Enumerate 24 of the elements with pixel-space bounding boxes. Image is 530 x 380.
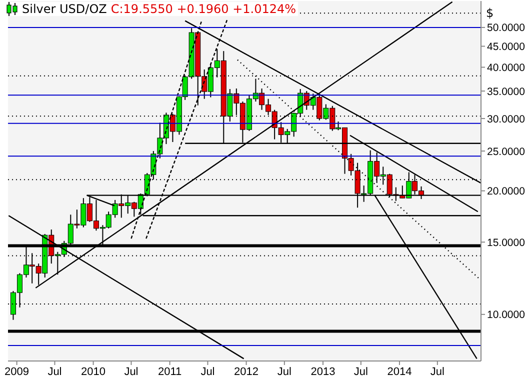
y-tick-label: 30.0000 <box>487 113 526 126</box>
x-tick-label: 2011 <box>158 366 182 378</box>
x-tick-label: Jul <box>277 366 292 378</box>
y-tick-label: 20.0000 <box>487 186 526 198</box>
y-tick-label: 50.0000 <box>487 22 526 34</box>
y-tick-label: 40.0000 <box>487 62 526 74</box>
x-tick-label: Jul <box>430 366 444 378</box>
y-tick-label: 15.0000 <box>487 236 526 249</box>
x-tick-label: 2009 <box>4 366 30 378</box>
x-tick-label: Jul <box>200 366 215 378</box>
y-axis-title: $ <box>486 6 494 20</box>
chart-subtitle: C:19.5550 +0.1960 +1.0124% <box>110 2 296 16</box>
y-tick-label: 45.0000 <box>487 40 526 53</box>
y-tick-label: 35.0000 <box>487 86 526 98</box>
x-tick-label: 2013 <box>310 366 336 378</box>
x-tick-label: 2012 <box>234 366 259 378</box>
x-tick-label: 2014 <box>387 366 412 378</box>
chart-title: Silver USD/OZ <box>22 2 107 16</box>
x-tick-label: Jul <box>354 366 368 378</box>
x-tick-label: Jul <box>124 366 138 378</box>
x-tick-label: 2010 <box>81 366 106 378</box>
y-tick-label: 10.0000 <box>487 309 526 322</box>
x-tick-label: Jul <box>48 366 62 378</box>
y-tick-label: 25.0000 <box>487 146 526 158</box>
